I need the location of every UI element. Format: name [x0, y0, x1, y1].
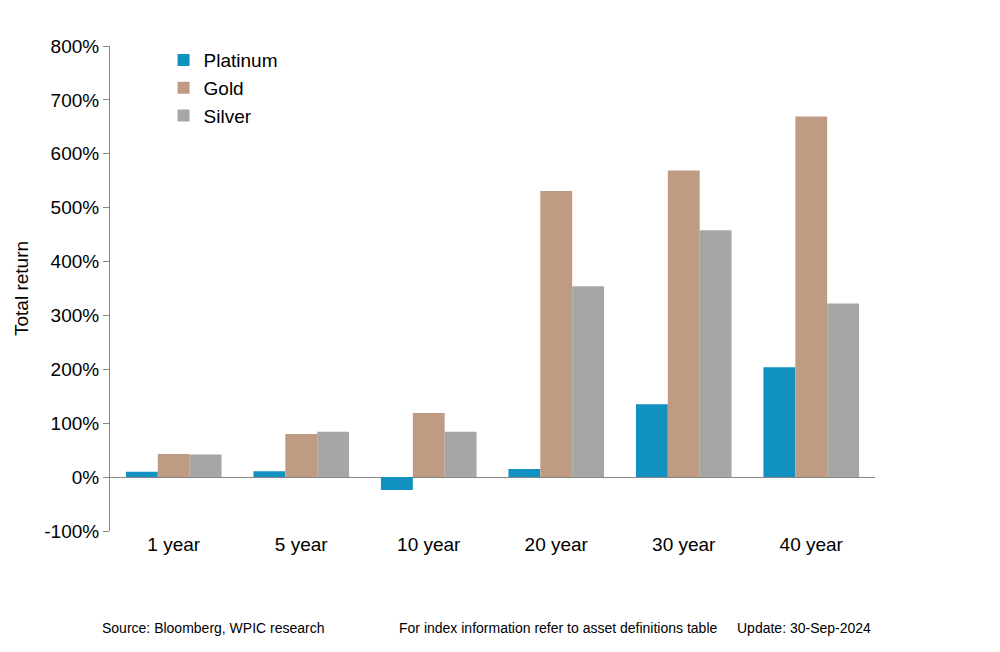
svg-text:Source: Bloomberg, WPIC resear: Source: Bloomberg, WPIC research	[102, 620, 325, 636]
svg-text:0%: 0%	[72, 467, 100, 488]
svg-text:10 year: 10 year	[397, 534, 461, 555]
svg-text:Platinum: Platinum	[204, 50, 278, 71]
svg-text:Total return: Total return	[11, 241, 32, 336]
svg-text:800%: 800%	[51, 36, 100, 57]
svg-text:For index information refer to: For index information refer to asset def…	[399, 620, 717, 636]
svg-text:40 year: 40 year	[780, 534, 844, 555]
svg-text:5 year: 5 year	[275, 534, 328, 555]
svg-text:300%: 300%	[51, 305, 100, 326]
svg-text:30 year: 30 year	[652, 534, 716, 555]
svg-text:400%: 400%	[51, 251, 100, 272]
svg-text:100%: 100%	[51, 413, 100, 434]
svg-text:Gold: Gold	[204, 78, 244, 99]
svg-text:-100%: -100%	[44, 521, 99, 542]
svg-text:600%: 600%	[51, 143, 100, 164]
svg-text:500%: 500%	[51, 197, 100, 218]
svg-text:20 year: 20 year	[525, 534, 589, 555]
svg-text:1 year: 1 year	[147, 534, 200, 555]
svg-text:200%: 200%	[51, 359, 100, 380]
svg-text:Silver: Silver	[204, 106, 252, 127]
svg-text:Update: 30-Sep-2024: Update: 30-Sep-2024	[737, 620, 871, 636]
svg-text:700%: 700%	[51, 90, 100, 111]
